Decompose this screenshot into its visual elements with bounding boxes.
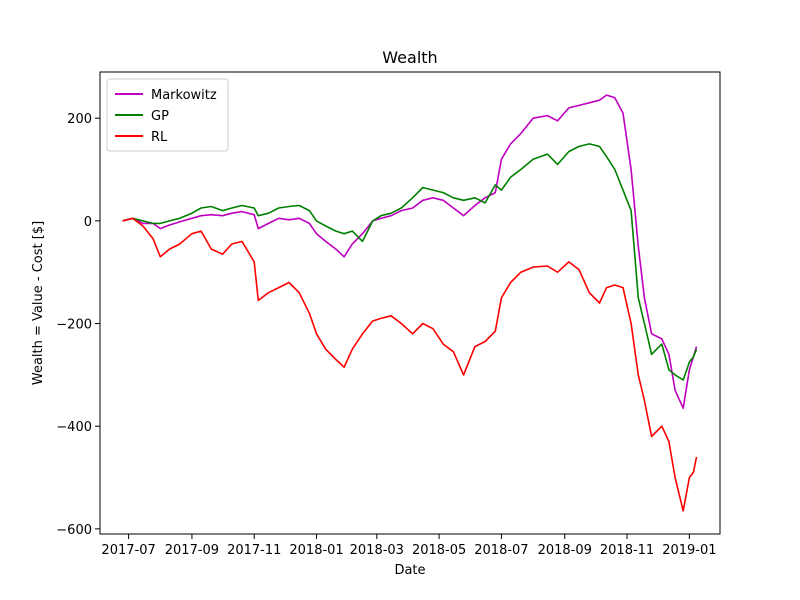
x-tick-label: 2017-09 [165,543,219,558]
chart-title: Wealth [382,48,437,67]
series-line-gp [122,143,698,381]
legend-box [106,78,229,152]
series-layer [122,94,698,512]
legend: Markowitz GP RL [106,78,229,152]
series-line-markowitz [122,94,698,410]
x-tick-label: 2019-01 [662,543,716,558]
x-tick-label: 2017-07 [101,543,155,558]
y-tick-label: −400 [56,420,92,435]
x-axis-label: Date [394,563,425,578]
x-tick-label: 2018-09 [538,543,592,558]
y-tick-label: 0 [84,215,92,230]
x-tick-label: 2018-03 [350,543,404,558]
y-axis-label: Wealth = Value - Cost [$] [31,221,46,385]
series-line-rl [122,217,698,512]
x-tick-label: 2017-11 [227,543,281,558]
legend-label-markowitz: Markowitz [151,88,217,103]
y-axis: 200 0 −200 −400 −600 [56,112,100,538]
x-tick-label: 2018-05 [412,543,466,558]
plot-frame [99,71,721,535]
legend-label-rl: RL [151,130,168,145]
y-tick-label: 200 [67,112,92,127]
x-tick-label: 2018-07 [474,543,528,558]
legend-label-gp: GP [151,109,169,124]
y-tick-label: −600 [56,523,92,538]
x-tick-label: 2018-11 [600,543,654,558]
x-tick-label: 2018-01 [289,543,343,558]
x-axis: 2017-07 2017-09 2017-11 2018-01 2018-03 2018-… [101,534,717,558]
y-tick-label: −200 [56,318,92,333]
